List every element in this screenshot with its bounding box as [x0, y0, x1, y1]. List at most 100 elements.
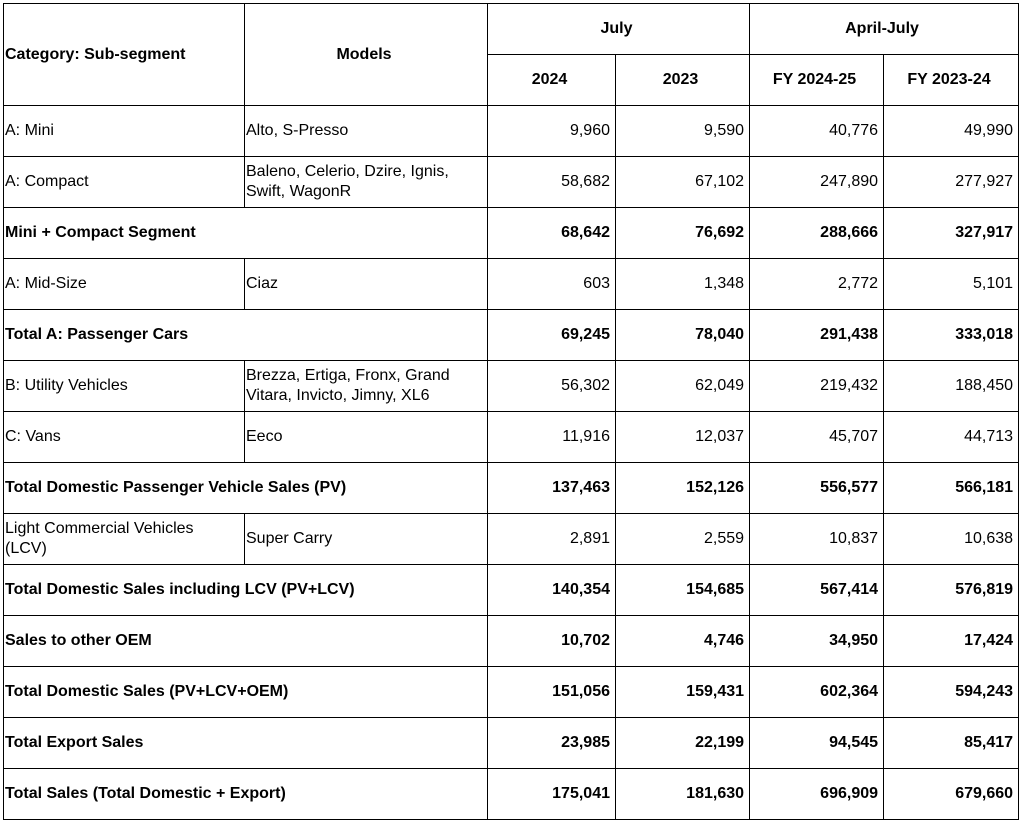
table-row: A: Compact Baleno, Celerio, Dzire, Ignis,…	[3, 156, 1020, 208]
value-cell: 277,927	[883, 156, 1020, 208]
table-row: A: Mid-Size Ciaz 603 1,348 2,772 5,101	[3, 258, 1020, 310]
models-cell: Brezza, Ertiga, Fronx, Grand Vitara, Inv…	[244, 360, 488, 412]
value-cell: 2,559	[614, 513, 751, 565]
value-cell: 594,243	[883, 666, 1020, 718]
value-cell: 67,102	[614, 156, 751, 208]
table-row: Light Commercial Vehicles (LCV) Super Car…	[3, 513, 1020, 565]
value-cell: 12,037	[614, 411, 751, 463]
value-cell: 10,837	[749, 513, 885, 565]
value-cell: 333,018	[883, 309, 1020, 361]
table-row: Total Sales (Total Domestic + Export) 175…	[3, 768, 1020, 820]
table-header: Category: Sub-segment Models July April-…	[3, 3, 1020, 106]
value-cell: 327,917	[883, 207, 1020, 259]
models-cell: Alto, S-Presso	[244, 105, 488, 157]
value-cell: 566,181	[883, 462, 1020, 514]
table-row: B: Utility Vehicles Brezza, Ertiga, Fronx…	[3, 360, 1020, 412]
value-cell: 94,545	[749, 717, 885, 769]
value-cell: 58,682	[487, 156, 616, 208]
table-row: A: Mini Alto, S-Presso 9,960 9,590 40,776 49,…	[3, 105, 1020, 157]
value-cell: 2,772	[749, 258, 885, 310]
column-header: FY 2023-24	[883, 54, 1020, 106]
category-cell: A: Mini	[3, 105, 245, 157]
value-cell: 175,041	[487, 768, 616, 820]
table-row: Sales to other OEM 10,702 4,746 34,950 17,42…	[3, 615, 1020, 667]
category-cell: B: Utility Vehicles	[3, 360, 245, 412]
value-cell: 40,776	[749, 105, 885, 157]
models-cell: Ciaz	[244, 258, 488, 310]
value-cell: 152,126	[614, 462, 751, 514]
category-cell: Total A: Passenger Cars	[3, 309, 488, 361]
category-cell: Total Domestic Sales (PV+LCV+OEM)	[3, 666, 488, 718]
category-cell: C: Vans	[3, 411, 245, 463]
sales-table: Category: Sub-segment Models July April-…	[3, 3, 1020, 820]
category-cell: Total Sales (Total Domestic + Export)	[3, 768, 488, 820]
value-cell: 45,707	[749, 411, 885, 463]
value-cell: 288,666	[749, 207, 885, 259]
value-cell: 44,713	[883, 411, 1020, 463]
value-cell: 159,431	[614, 666, 751, 718]
value-cell: 22,199	[614, 717, 751, 769]
value-cell: 17,424	[883, 615, 1020, 667]
category-cell: Sales to other OEM	[3, 615, 488, 667]
value-cell: 34,950	[749, 615, 885, 667]
value-cell: 247,890	[749, 156, 885, 208]
column-header: 2024	[487, 54, 616, 106]
value-cell: 62,049	[614, 360, 751, 412]
table-row: Total Domestic Passenger Vehicle Sales (…	[3, 462, 1020, 514]
category-cell: Light Commercial Vehicles (LCV)	[3, 513, 245, 565]
value-cell: 576,819	[883, 564, 1020, 616]
header-cell: Category: Sub-segment	[3, 3, 245, 106]
value-cell: 219,432	[749, 360, 885, 412]
value-cell: 696,909	[749, 768, 885, 820]
column-header: 2023	[614, 54, 751, 106]
value-cell: 5,101	[883, 258, 1020, 310]
value-cell: 4,746	[614, 615, 751, 667]
header-cell: Models	[244, 3, 488, 106]
value-cell: 11,916	[487, 411, 616, 463]
table-row: Total Export Sales 23,985 22,199 94,545 85,4…	[3, 717, 1020, 769]
value-cell: 1,348	[614, 258, 751, 310]
table-row: C: Vans Eeco 11,916 12,037 45,707 44,713	[3, 411, 1020, 463]
models-cell: Baleno, Celerio, Dzire, Ignis, Swift, Wa…	[244, 156, 488, 208]
group-header: July	[486, 3, 751, 55]
value-cell: 602,364	[749, 666, 885, 718]
value-cell: 154,685	[614, 564, 751, 616]
value-cell: 56,302	[487, 360, 616, 412]
table-row: Total A: Passenger Cars 69,245 78,040 291,4…	[3, 309, 1020, 361]
category-cell: Mini + Compact Segment	[3, 207, 488, 259]
value-cell: 10,702	[487, 615, 616, 667]
column-header: FY 2024-25	[749, 54, 885, 106]
value-cell: 69,245	[487, 309, 616, 361]
table-row: Total Domestic Sales (PV+LCV+OEM) 151,056…	[3, 666, 1020, 718]
value-cell: 151,056	[487, 666, 616, 718]
value-cell: 603	[487, 258, 616, 310]
value-cell: 679,660	[883, 768, 1020, 820]
category-cell: A: Compact	[3, 156, 245, 208]
table-body: A: Mini Alto, S-Presso 9,960 9,590 40,776 49,…	[3, 105, 1020, 820]
value-cell: 49,990	[883, 105, 1020, 157]
value-cell: 76,692	[614, 207, 751, 259]
models-cell: Eeco	[244, 411, 488, 463]
group-header: April-July	[749, 3, 1020, 55]
value-cell: 137,463	[487, 462, 616, 514]
category-cell: Total Domestic Passenger Vehicle Sales (…	[3, 462, 488, 514]
value-cell: 9,590	[614, 105, 751, 157]
value-cell: 78,040	[614, 309, 751, 361]
table-row: Mini + Compact Segment 68,642 76,692 288,66…	[3, 207, 1020, 259]
value-cell: 2,891	[487, 513, 616, 565]
category-cell: A: Mid-Size	[3, 258, 245, 310]
value-cell: 68,642	[487, 207, 616, 259]
value-cell: 10,638	[883, 513, 1020, 565]
value-cell: 23,985	[487, 717, 616, 769]
value-cell: 140,354	[487, 564, 616, 616]
value-cell: 556,577	[749, 462, 885, 514]
value-cell: 85,417	[883, 717, 1020, 769]
value-cell: 181,630	[614, 768, 751, 820]
value-cell: 291,438	[749, 309, 885, 361]
category-cell: Total Export Sales	[3, 717, 488, 769]
category-cell: Total Domestic Sales including LCV (PV+L…	[3, 564, 488, 616]
value-cell: 9,960	[487, 105, 616, 157]
models-cell: Super Carry	[244, 513, 488, 565]
table-row: Total Domestic Sales including LCV (PV+L…	[3, 564, 1020, 616]
